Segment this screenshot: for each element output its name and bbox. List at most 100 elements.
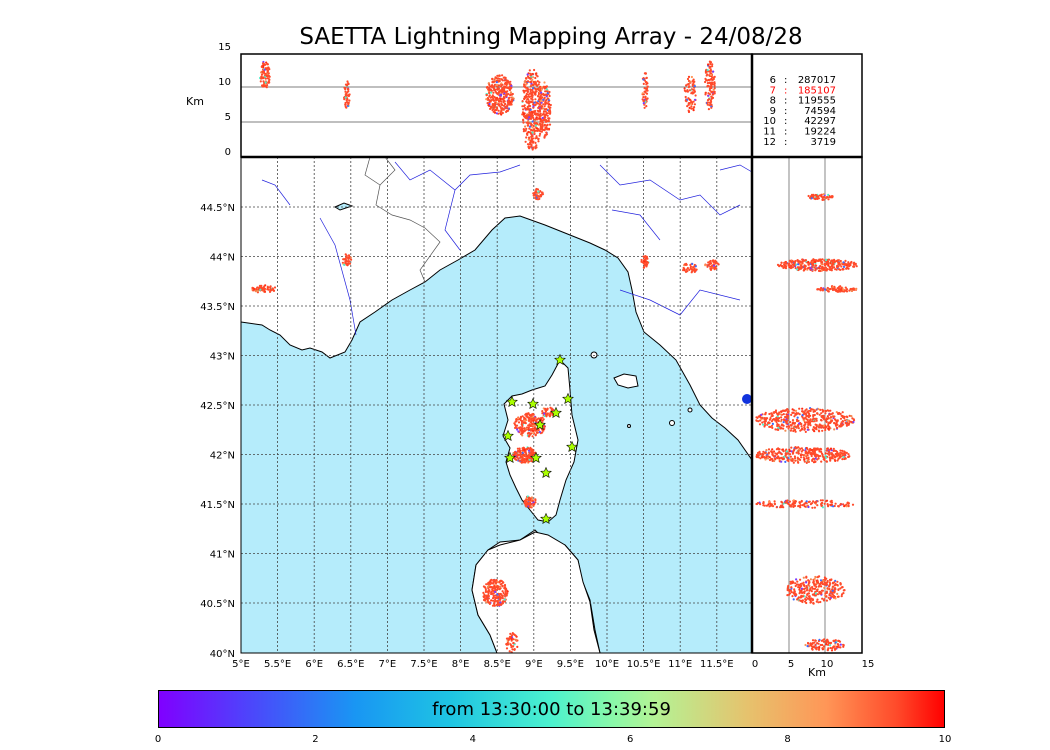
- lightning-source: [526, 89, 529, 92]
- lightning-source: [784, 452, 787, 455]
- lightning-source: [794, 430, 797, 433]
- lightning-source: [839, 268, 842, 271]
- altitude-vs-longitude-panel: [241, 54, 752, 157]
- lightning-source: [792, 591, 795, 594]
- lightning-source: [644, 262, 648, 266]
- lightning-source: [793, 448, 796, 451]
- lightning-source: [819, 259, 822, 262]
- lightning-source: [815, 419, 818, 422]
- lightning-source: [502, 591, 505, 595]
- lon-tick-label: 9.5°E: [557, 659, 584, 670]
- lightning-source: [763, 451, 767, 454]
- lightning-source: [271, 287, 274, 290]
- lightning-source: [524, 413, 527, 416]
- lightning-source: [771, 453, 774, 456]
- lightning-source: [525, 83, 528, 86]
- lightning-source: [500, 82, 503, 85]
- lightning-source: [528, 453, 532, 456]
- lightning-source: [263, 288, 266, 291]
- lightning-source: [495, 81, 498, 84]
- lightning-source: [263, 290, 266, 293]
- lightning-source: [266, 70, 269, 73]
- lightning-source: [826, 452, 830, 455]
- lightning-source: [770, 412, 773, 415]
- lightning-source: [528, 136, 531, 139]
- lightning-source: [685, 262, 688, 265]
- lightning-source: [827, 421, 831, 425]
- lightning-source: [827, 596, 830, 599]
- lightning-source: [839, 583, 842, 586]
- lightning-source: [505, 110, 508, 113]
- lightning-source: [828, 195, 832, 199]
- lightning-source: [845, 415, 848, 418]
- lightning-source: [484, 599, 487, 602]
- lightning-source: [527, 417, 531, 421]
- time-colorbar: from 13:30:00 to 13:39:59: [158, 690, 945, 728]
- lightning-source: [501, 111, 504, 115]
- lightning-source: [796, 456, 799, 459]
- lightning-source: [540, 86, 544, 89]
- lightning-source: [545, 88, 548, 91]
- lightning-source: [516, 428, 519, 431]
- lightning-source: [770, 420, 774, 423]
- lightning-source: [268, 81, 271, 84]
- lightning-source: [525, 136, 528, 139]
- lightning-source: [492, 91, 495, 94]
- lightning-source: [504, 76, 507, 79]
- lightning-source: [854, 288, 858, 291]
- lightning-source: [507, 86, 510, 90]
- lightning-source: [834, 459, 837, 462]
- lightning-source: [525, 108, 528, 111]
- lightning-source: [829, 447, 833, 450]
- lightning-source: [521, 111, 525, 114]
- lightning-source: [800, 582, 804, 585]
- lightning-source: [709, 85, 712, 88]
- lightning-source: [509, 80, 512, 83]
- lightning-source: [534, 113, 538, 116]
- lightning-source: [803, 505, 806, 508]
- lightning-source: [531, 131, 534, 134]
- lightning-source: [488, 83, 491, 86]
- lightning-source: [828, 584, 831, 587]
- lightning-source: [829, 416, 833, 419]
- lightning-source: [713, 81, 716, 84]
- lightning-source: [801, 599, 805, 602]
- lightning-source: [523, 97, 526, 100]
- lightning-source: [844, 286, 847, 289]
- lightning-source: [775, 420, 778, 424]
- lightning-source: [843, 451, 847, 454]
- lightning-source: [491, 597, 495, 600]
- lightning-source: [797, 427, 800, 430]
- sea-area: [241, 215, 752, 653]
- lightning-source: [817, 407, 820, 411]
- altitude-axis-label: Km: [186, 95, 204, 108]
- lightning-source: [764, 420, 767, 423]
- colorbar-tick: 8: [784, 734, 791, 745]
- lightning-source: [496, 593, 499, 596]
- alt-tick-label: 5: [225, 112, 231, 123]
- lightning-source: [834, 597, 837, 600]
- lightning-source: [837, 453, 840, 456]
- lightning-source: [525, 127, 528, 130]
- lightning-source: [347, 103, 350, 106]
- lightning-source: [824, 592, 827, 595]
- lightning-source: [542, 98, 545, 101]
- lightning-source: [510, 103, 513, 106]
- lightning-source: [829, 409, 832, 412]
- lightning-source: [495, 108, 498, 112]
- lightning-source: [642, 255, 645, 258]
- lightning-source: [523, 84, 526, 87]
- lightning-source: [821, 647, 824, 650]
- lightning-source: [793, 504, 797, 507]
- lightning-source: [807, 450, 810, 453]
- lightning-source: [541, 412, 544, 415]
- lightning-source: [801, 427, 804, 430]
- lightning-source: [769, 417, 772, 420]
- lightning-source: [494, 590, 497, 594]
- lat-tick-label: 40.5°N: [200, 599, 235, 610]
- lightning-source: [508, 650, 511, 653]
- lightning-source: [646, 260, 649, 264]
- lightning-source: [261, 84, 264, 87]
- lightning-source: [804, 409, 807, 412]
- lightning-source: [646, 85, 649, 88]
